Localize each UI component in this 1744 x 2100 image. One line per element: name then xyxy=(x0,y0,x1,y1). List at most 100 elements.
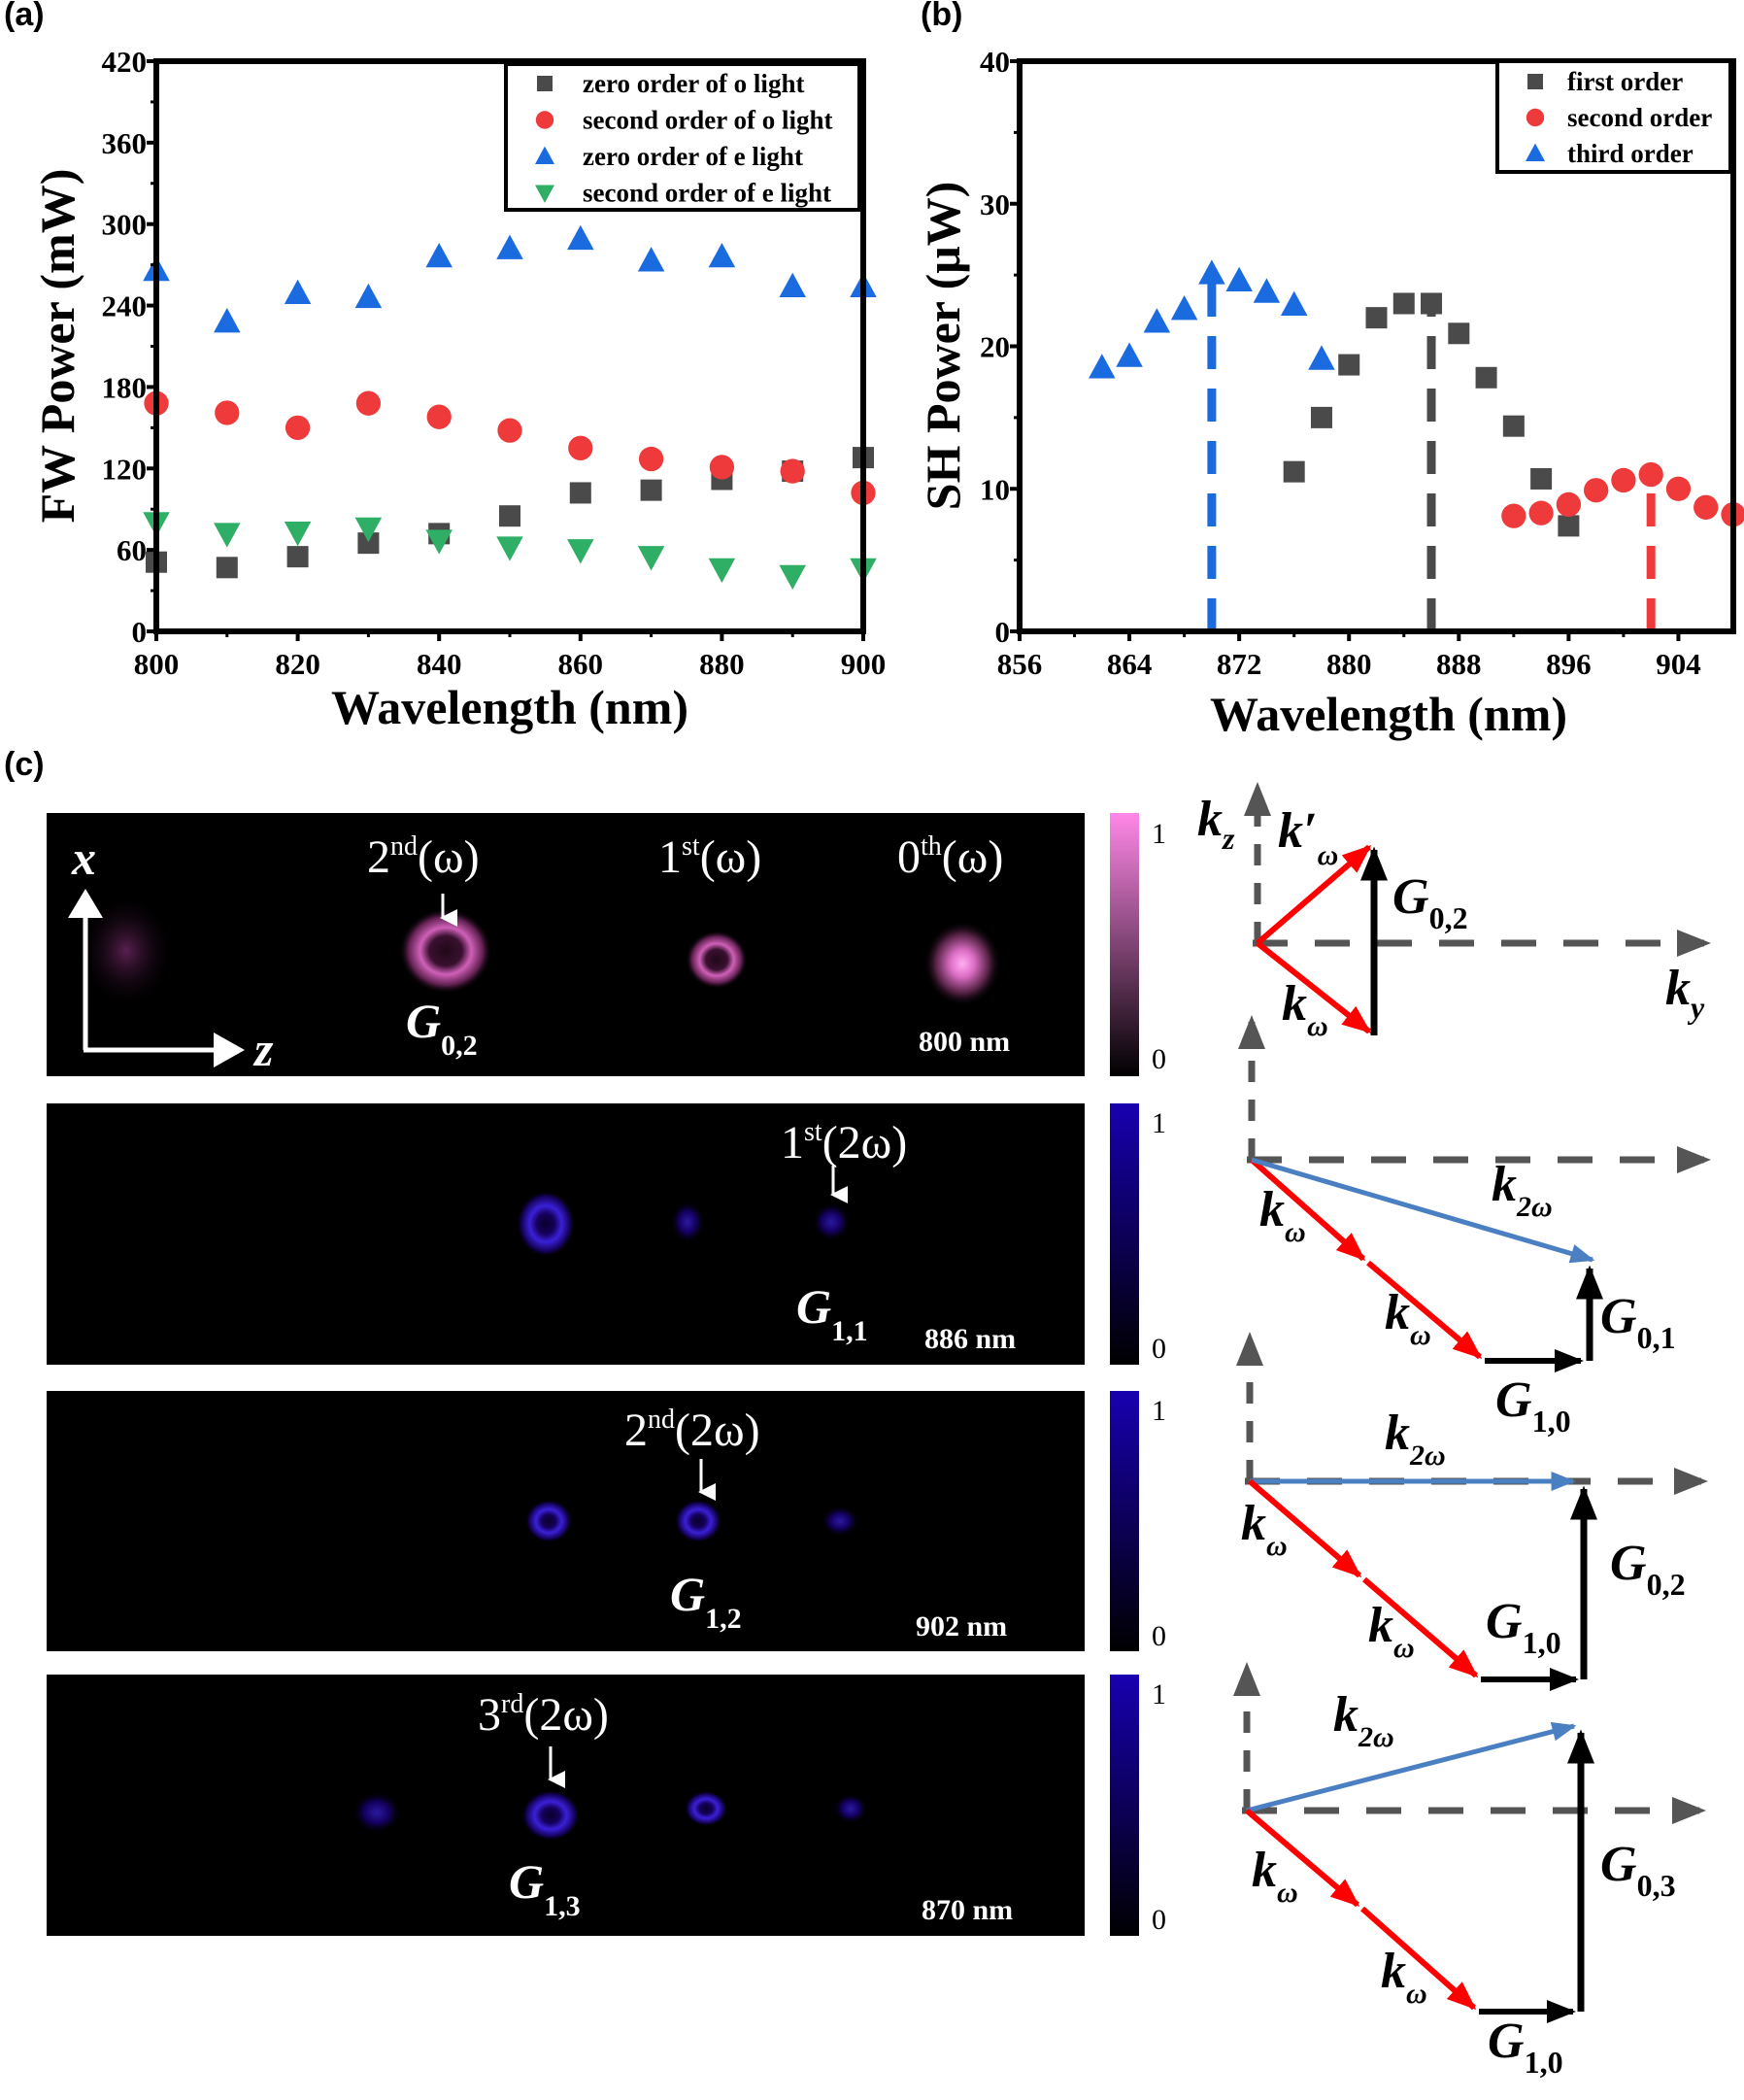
legend-marker-circle xyxy=(1526,108,1545,127)
kz-label: kz xyxy=(1197,792,1235,856)
data-point-square xyxy=(216,557,238,579)
y-tick-label: 180 xyxy=(102,370,148,404)
data-point-square xyxy=(1475,366,1497,389)
colorbar-blue: 1 0 xyxy=(1110,1675,1165,1936)
data-point-triangle-up xyxy=(1225,266,1253,291)
order-label: 1st(ω) xyxy=(658,831,761,883)
data-point-triangle-up xyxy=(1253,278,1281,303)
colorbar-min: 0 xyxy=(1152,1904,1165,1936)
diagram-sh-2nd-order: k2ω kω kω G1,0 G0,2 xyxy=(1236,1332,1708,1691)
beam-spot xyxy=(352,1791,402,1834)
beam-image-870nm: 3rd(2ω) G1,3 870 nm xyxy=(47,1675,1085,1936)
beam-image-902nm: 2nd(2ω) G1,2 902 nm xyxy=(47,1391,1085,1651)
data-point-triangle-up xyxy=(1308,345,1335,370)
g10-label: G1,0 xyxy=(1488,2014,1563,2080)
legend-label: first order xyxy=(1567,67,1683,96)
legend-label: second order of e light xyxy=(583,179,831,208)
data-point-triangle-up xyxy=(354,283,383,309)
diagram-sh-3rd-order: k2ω kω kω G0,3 G1,0 xyxy=(1233,1662,1706,2080)
beam-spot xyxy=(399,908,492,994)
x-tick-label: 800 xyxy=(134,647,180,681)
k-2omega-arrow xyxy=(1251,1157,1595,1264)
legend-label: zero order of e light xyxy=(583,142,803,171)
k-omega-label: kω xyxy=(1241,1496,1288,1562)
x-tick-label: 900 xyxy=(841,647,887,681)
k-omega-label: kω xyxy=(1252,1843,1298,1909)
data-point-circle xyxy=(709,455,735,480)
k-omega-prime-arrow xyxy=(1256,844,1372,946)
x-tick-label: 880 xyxy=(699,647,745,681)
data-point-square xyxy=(1558,515,1580,537)
data-point-triangle-up xyxy=(1280,290,1308,316)
colorbar-min: 0 xyxy=(1152,1043,1165,1075)
y-tick-label: 420 xyxy=(102,45,148,79)
g02-label: G0,2 xyxy=(1392,869,1468,935)
y-tick-label: 60 xyxy=(117,533,147,567)
y-tick-label: 360 xyxy=(102,126,148,160)
data-point-circle xyxy=(355,390,382,416)
colorbar-max: 1 xyxy=(1152,1395,1165,1427)
data-point-circle xyxy=(1556,491,1582,518)
beam-spot xyxy=(78,893,175,1009)
x-tick-label: 904 xyxy=(1656,647,1701,681)
data-point-triangle-up xyxy=(425,242,453,268)
legend: first order second order third order xyxy=(1495,59,1732,174)
legend-label: second order xyxy=(1567,103,1712,132)
legend-marker-square xyxy=(537,76,553,91)
panel-label-b: (b) xyxy=(921,0,963,33)
order-label: 1st(2ω) xyxy=(781,1117,907,1169)
y-tick-label: 40 xyxy=(980,45,1010,79)
colorbar-max: 1 xyxy=(1152,1107,1165,1139)
data-point-circle xyxy=(1528,500,1554,525)
g10-label: G1,0 xyxy=(1486,1594,1561,1660)
x-tick-label: 880 xyxy=(1326,647,1372,681)
data-point-circle xyxy=(1694,494,1719,520)
colorbar-max: 1 xyxy=(1152,1678,1165,1710)
k-omega-label: kω xyxy=(1259,1182,1306,1248)
legend-marker-square xyxy=(1527,74,1543,89)
g10-label: G1,0 xyxy=(1495,1372,1571,1439)
x-tick-label: 820 xyxy=(275,647,320,681)
arrow-up-icon xyxy=(68,889,103,918)
data-point-triangle-up xyxy=(708,242,736,268)
data-point-square xyxy=(1448,322,1470,345)
legend-label: zero order of o light xyxy=(583,69,804,98)
y-tick-label: 120 xyxy=(102,452,148,486)
data-point-circle xyxy=(215,400,240,425)
k-omega-label: kω xyxy=(1368,1598,1415,1664)
beam-spot xyxy=(675,1500,721,1542)
panel-label-a: (a) xyxy=(4,0,45,33)
order-label: 3rd(2ω) xyxy=(478,1689,609,1741)
arrow-right-icon xyxy=(214,1033,245,1067)
data-point-triangle-down xyxy=(284,521,312,547)
x-axis-title: Wavelength (nm) xyxy=(1210,687,1567,741)
wavelength-label: 886 nm xyxy=(924,1323,1016,1355)
data-point-circle xyxy=(1611,467,1636,493)
k-omega-arrow xyxy=(1245,1808,1360,1908)
data-point-circle xyxy=(426,404,452,429)
data-point-circle xyxy=(285,415,311,441)
beam-spot xyxy=(517,1191,575,1257)
colorbar-min: 0 xyxy=(1152,1333,1165,1365)
k-omega-label: kω xyxy=(1282,976,1328,1042)
data-point-circle xyxy=(497,418,522,443)
data-point-triangle-up xyxy=(637,247,665,272)
ky-label: ky xyxy=(1665,961,1705,1025)
x-tick-label: 888 xyxy=(1436,647,1482,681)
order-label: 0th(ω) xyxy=(897,831,1003,883)
x-tick-label: 896 xyxy=(1546,647,1592,681)
k-omega-label: kω xyxy=(1381,1944,1427,2010)
axis-z-label: z xyxy=(252,1022,274,1076)
data-point-circle xyxy=(1584,478,1609,503)
order-label: 2nd(ω) xyxy=(367,831,480,883)
beam-spot xyxy=(525,1500,572,1542)
x-tick-label: 872 xyxy=(1217,647,1262,681)
colorbar-blue: 1 0 xyxy=(1110,1391,1165,1652)
beam-image-886nm: 1st(2ω) G1,1 886 nm xyxy=(47,1103,1085,1365)
y-tick-label: 0 xyxy=(132,615,148,649)
data-point-triangle-up xyxy=(1170,295,1198,321)
wavelength-label: 870 nm xyxy=(922,1894,1013,1926)
data-point-square xyxy=(1392,292,1415,315)
beam-spot xyxy=(812,1202,851,1241)
grating-vector-label: G1,2 xyxy=(670,1567,742,1635)
